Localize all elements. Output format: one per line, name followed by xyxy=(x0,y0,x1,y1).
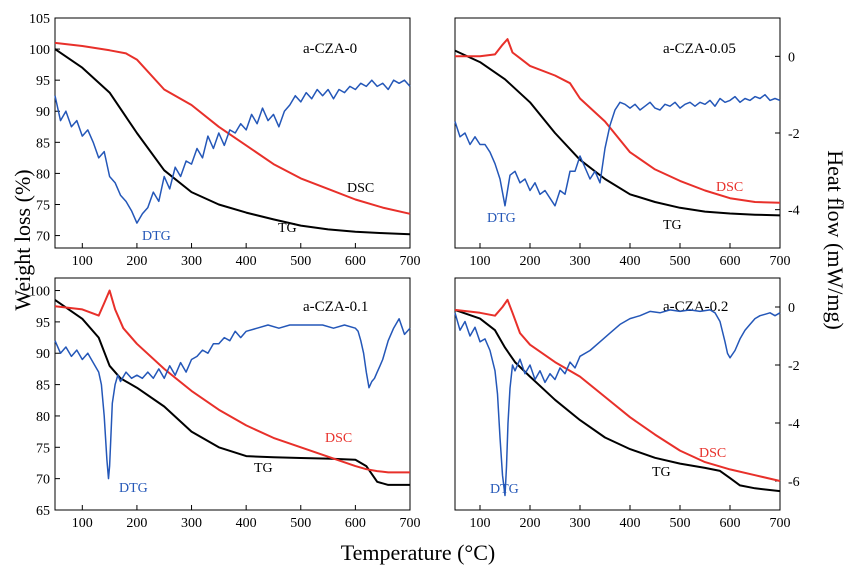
x-tick-label: 500 xyxy=(670,254,691,269)
y-left-tick-label: 75 xyxy=(36,198,50,213)
panel-title: a-CZA-0.1 xyxy=(303,299,368,315)
y-left-tick-label: 65 xyxy=(36,504,50,519)
x-axis-title: Temperature (°C) xyxy=(341,540,495,565)
panel-title: a-CZA-0.05 xyxy=(663,41,736,57)
panel-frame xyxy=(54,17,411,249)
label-tg: TG xyxy=(254,461,273,476)
y-left-tick-label: 95 xyxy=(36,74,50,89)
y-left-tick-label: 105 xyxy=(29,12,50,27)
y-right-tick-label: -4 xyxy=(788,204,800,219)
y-left-tick-label: 90 xyxy=(36,105,50,120)
panel-frame xyxy=(454,277,781,511)
y-left-tick-label: 100 xyxy=(29,285,50,300)
label-dsc: DSC xyxy=(347,181,374,196)
y-left-tick-label: 80 xyxy=(36,167,50,182)
label-dsc: DSC xyxy=(716,180,743,195)
x-tick-label: 400 xyxy=(236,516,257,531)
panel-title: a-CZA-0.2 xyxy=(663,299,728,315)
plot-layer: 100 200 300 400 500 600 7007075808590951001051… xyxy=(29,12,800,531)
panel-3-marks: 100 200 300 400 500 600 700 65 70 75 80 85 90 95 100 xyxy=(29,285,421,531)
x-tick-label: 700 xyxy=(770,516,791,531)
x-tick-label: 600 xyxy=(345,254,366,269)
x-tick-label: 200 xyxy=(126,254,147,269)
x-tick-label: 300 xyxy=(181,516,202,531)
x-tick-label: 700 xyxy=(400,254,421,269)
panel-1-marks: 100 200 300 400 500 600 700 70 75 80 85 90 95 100 105 xyxy=(29,12,421,269)
y-left-tick-label: 100 xyxy=(29,43,50,58)
tg-curve xyxy=(454,308,781,493)
y-left-tick-label: 70 xyxy=(36,473,50,488)
x-tick-label: 600 xyxy=(720,516,741,531)
tg-curve xyxy=(54,48,411,236)
label-dtg: DTG xyxy=(142,229,171,244)
x-tick-label: 500 xyxy=(670,516,691,531)
x-tick-label: 100 xyxy=(72,254,93,269)
x-tick-label: 100 xyxy=(470,516,491,531)
x-tick-label: 100 xyxy=(72,516,93,531)
y-axis-title-left: Weight loss (%) xyxy=(10,169,35,310)
label-dsc: DSC xyxy=(325,431,352,446)
x-tick-label: 200 xyxy=(520,254,541,269)
x-tick-label: 200 xyxy=(520,516,541,531)
tg-curve xyxy=(54,299,410,486)
x-tick-label: 100 xyxy=(470,254,491,269)
y-left-tick-label: 85 xyxy=(36,136,50,151)
tg-curve xyxy=(454,49,781,217)
y-right-tick-label: -2 xyxy=(788,127,800,142)
x-tick-label: 300 xyxy=(570,254,591,269)
label-tg: TG xyxy=(663,218,682,233)
y-right-tick-label: -2 xyxy=(788,359,800,374)
label-tg: TG xyxy=(278,221,297,236)
y-right-tick-label: 0 xyxy=(788,301,795,316)
x-tick-label: 600 xyxy=(345,516,366,531)
x-tick-label: 500 xyxy=(290,254,311,269)
x-tick-label: 400 xyxy=(620,254,641,269)
y-left-tick-label: 90 xyxy=(36,347,50,362)
dsc-curve xyxy=(455,38,781,204)
x-tick-label: 500 xyxy=(290,516,311,531)
dsc-curve xyxy=(54,289,410,474)
y-axis-title-right: Heat flow (mW/mg) xyxy=(823,150,846,330)
dtg-curve xyxy=(54,79,411,224)
dtg-curve xyxy=(54,318,411,480)
x-tick-label: 700 xyxy=(400,516,421,531)
y-right-tick-label: 0 xyxy=(788,50,795,65)
label-dtg: DTG xyxy=(119,481,148,496)
panel-2-marks: 100 200 300 400 500 600 700 0 -2 -4 xyxy=(454,38,800,269)
panel-a-cza-0: a-CZA-0 DSC TG DTG xyxy=(54,17,411,249)
dtg-curve xyxy=(454,309,781,497)
panel-a-cza-0.1: a-CZA-0.1 DSC TG DTG xyxy=(54,277,411,511)
panel-a-cza-0.2: a-CZA-0.2 DSC TG DTG xyxy=(454,277,781,511)
x-tick-label: 700 xyxy=(770,254,791,269)
label-tg: TG xyxy=(652,465,671,480)
x-tick-label: 600 xyxy=(720,254,741,269)
y-right-tick-label: -6 xyxy=(788,475,800,490)
y-left-tick-label: 70 xyxy=(36,230,50,245)
x-tick-label: 400 xyxy=(620,516,641,531)
panel-frame xyxy=(54,277,411,511)
x-tick-label: 400 xyxy=(236,254,257,269)
y-left-tick-label: 95 xyxy=(36,316,50,331)
panel-a-cza-0.05: a-CZA-0.05 DSC TG DTG xyxy=(454,17,781,249)
label-dtg: DTG xyxy=(487,211,516,226)
y-left-tick-label: 75 xyxy=(36,441,50,456)
x-tick-label: 300 xyxy=(570,516,591,531)
panel-title: a-CZA-0 xyxy=(303,41,357,57)
x-tick-label: 200 xyxy=(126,516,147,531)
dtg-curve xyxy=(454,93,781,207)
y-left-tick-label: 85 xyxy=(36,379,50,394)
label-dsc: DSC xyxy=(699,446,726,461)
y-right-tick-label: -4 xyxy=(788,417,800,432)
panel-4-marks: 100 200 300 400 500 600 700 0 -2 -4 -6 xyxy=(454,298,800,531)
x-tick-label: 300 xyxy=(181,254,202,269)
dsc-curve xyxy=(54,41,411,215)
y-left-tick-label: 80 xyxy=(36,410,50,425)
